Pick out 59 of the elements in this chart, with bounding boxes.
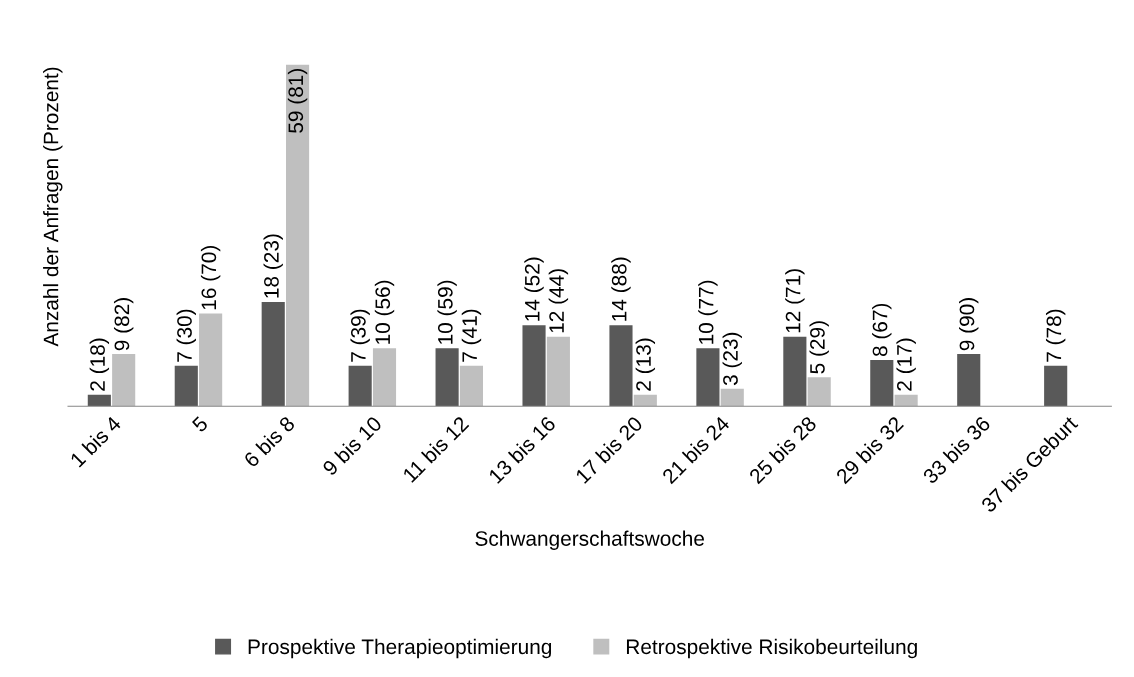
data-label: 14 (88) bbox=[611, 257, 631, 321]
bar bbox=[261, 302, 285, 407]
data-label: 7 (39) bbox=[350, 309, 370, 362]
data-label: 10 (59) bbox=[437, 280, 457, 344]
data-label: 5 (29) bbox=[809, 321, 829, 374]
bar bbox=[783, 336, 807, 407]
data-label: 10 (77) bbox=[698, 280, 718, 344]
legend-label: Retrospektive Risikobeurteilung bbox=[626, 638, 917, 659]
bar bbox=[633, 394, 657, 407]
data-label: 3 (23) bbox=[722, 332, 742, 386]
x-tick-label: 17 bis 20 bbox=[574, 415, 644, 485]
data-label: 16 (70) bbox=[200, 246, 221, 310]
bar bbox=[174, 365, 198, 407]
x-tick-label: 6 bis 8 bbox=[242, 415, 296, 469]
bar bbox=[609, 325, 633, 407]
bar bbox=[199, 313, 223, 407]
x-tick-label: 29 bis 32 bbox=[834, 415, 905, 485]
bar bbox=[894, 394, 918, 407]
x-tick-label: 1 bis 4 bbox=[69, 414, 122, 468]
x-tick-label: 5 bbox=[191, 415, 209, 433]
bar bbox=[546, 336, 570, 407]
data-label: 9 (82) bbox=[113, 298, 134, 351]
data-label: 7 (78) bbox=[1045, 309, 1066, 362]
bar bbox=[112, 354, 136, 407]
bar bbox=[720, 388, 744, 407]
x-tick-label: 21 bis 24 bbox=[661, 414, 731, 485]
x-tick-label: 11 bis 12 bbox=[401, 415, 470, 483]
data-label: 7 (41) bbox=[461, 309, 482, 362]
data-label: 7 (30) bbox=[176, 309, 196, 362]
x-axis-title: Schwangerschaftswoche bbox=[475, 530, 704, 551]
bar bbox=[372, 348, 397, 407]
data-label: 59 (81) bbox=[287, 68, 308, 133]
data-label: 12 (71) bbox=[785, 269, 805, 333]
bar bbox=[87, 394, 111, 407]
bar bbox=[957, 354, 981, 407]
x-tick-label: 33 bis 36 bbox=[921, 415, 992, 485]
data-label: 10 (56) bbox=[374, 280, 395, 344]
data-label: 18 (23) bbox=[263, 234, 283, 298]
x-tick-label: 9 bis 10 bbox=[321, 415, 383, 477]
data-label: 2 (18) bbox=[89, 338, 110, 391]
bar bbox=[1044, 365, 1068, 407]
legend-label: Prospektive Therapieoptimierung bbox=[248, 638, 552, 659]
bar bbox=[348, 365, 372, 407]
bar bbox=[807, 377, 831, 407]
y-axis-title: Anzahl der Anfragen (Prozent) bbox=[43, 67, 63, 347]
data-label: 2 (17) bbox=[896, 338, 916, 391]
bar bbox=[286, 64, 310, 407]
data-label: 12 (44) bbox=[548, 269, 569, 333]
x-tick-label: 13 bis 16 bbox=[487, 415, 557, 485]
bar bbox=[696, 348, 720, 407]
bar bbox=[522, 325, 546, 407]
bar bbox=[459, 365, 483, 407]
data-label: 8 (67) bbox=[872, 303, 892, 357]
data-label: 14 (52) bbox=[524, 257, 544, 321]
data-label: 2 (13) bbox=[635, 338, 656, 391]
bar bbox=[435, 348, 459, 407]
x-tick-label: 25 bis 28 bbox=[747, 415, 818, 485]
data-label: 9 (90) bbox=[959, 298, 979, 351]
bar bbox=[870, 359, 894, 407]
